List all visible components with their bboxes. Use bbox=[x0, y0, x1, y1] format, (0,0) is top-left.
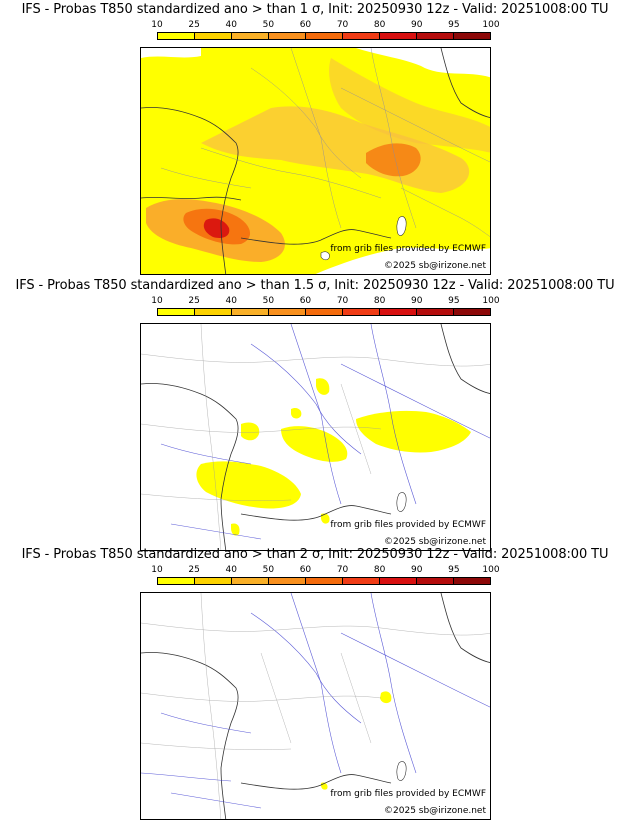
colorbar-bar bbox=[157, 308, 491, 316]
colorbar-segment bbox=[232, 578, 269, 584]
source-credit: from grib files provided by ECMWF bbox=[330, 789, 486, 799]
probability-map: from grib files provided by ECMWF ©2025 … bbox=[140, 323, 491, 551]
colorbar-tick-label: 25 bbox=[188, 296, 200, 306]
colorbar-tick-label: 100 bbox=[482, 565, 500, 575]
colorbar-segment bbox=[417, 578, 454, 584]
colorbar-segment bbox=[269, 309, 306, 315]
probability-map: from grib files provided by ECMWF ©2025 … bbox=[140, 47, 491, 275]
colorbar-ticks: 10 25 40 50 60 70 80 90 95 100 bbox=[151, 296, 499, 307]
colorbar-tick-label: 80 bbox=[373, 20, 386, 30]
colorbar-tick-label: 40 bbox=[225, 296, 237, 306]
colorbar-segment bbox=[158, 578, 195, 584]
source-credit: from grib files provided by ECMWF bbox=[330, 520, 486, 530]
colorbar-segment bbox=[158, 309, 195, 315]
panel-title: IFS - Probas T850 standardized ano > tha… bbox=[15, 278, 615, 293]
colorbar-tick-label: 70 bbox=[336, 20, 349, 30]
colorbar-segment bbox=[269, 578, 306, 584]
colorbar-tick-label: 10 bbox=[151, 296, 163, 306]
colorbar-tick-label: 100 bbox=[482, 296, 500, 306]
colorbar-ticks: 10 25 40 50 60 70 80 90 95 100 bbox=[151, 565, 499, 576]
colorbar-tick-label: 95 bbox=[448, 20, 460, 30]
map-graphic bbox=[141, 324, 490, 550]
colorbar: 10 25 40 50 60 70 80 90 95 100 bbox=[151, 565, 500, 588]
copyright-credit: ©2025 sb@irizone.net bbox=[384, 806, 486, 816]
colorbar-tick-label: 10 bbox=[151, 565, 163, 575]
panel-title: IFS - Probas T850 standardized ano > tha… bbox=[21, 2, 609, 17]
colorbar-tick-label: 70 bbox=[336, 296, 349, 306]
colorbar-segment bbox=[343, 309, 380, 315]
panel-2sigma: IFS - Probas T850 standardized ano > tha… bbox=[0, 545, 630, 821]
colorbar-segment bbox=[380, 578, 417, 584]
panel-1sigma: IFS - Probas T850 standardized ano > tha… bbox=[0, 0, 630, 276]
colorbar-tick-label: 50 bbox=[262, 565, 275, 575]
colorbar-segment bbox=[306, 309, 343, 315]
colorbar-segment bbox=[195, 578, 232, 584]
colorbar-segment bbox=[417, 33, 454, 39]
colorbar-tick-label: 80 bbox=[373, 296, 386, 306]
map-graphic bbox=[141, 48, 490, 274]
colorbar-tick-label: 40 bbox=[225, 20, 237, 30]
panel-1-5sigma: IFS - Probas T850 standardized ano > tha… bbox=[0, 276, 630, 552]
colorbar-tick-label: 60 bbox=[299, 296, 312, 306]
colorbar-tick-label: 80 bbox=[373, 565, 386, 575]
colorbar-segment bbox=[195, 33, 232, 39]
colorbar-tick-label: 70 bbox=[336, 565, 349, 575]
source-credit: from grib files provided by ECMWF bbox=[330, 244, 486, 254]
colorbar-segment bbox=[195, 309, 232, 315]
copyright-credit: ©2025 sb@irizone.net bbox=[384, 537, 486, 547]
colorbar-segment bbox=[306, 578, 343, 584]
colorbar-tick-label: 90 bbox=[411, 565, 423, 575]
colorbar-tick-label: 25 bbox=[188, 565, 200, 575]
colorbar-tick-label: 100 bbox=[482, 20, 500, 30]
colorbar-segment bbox=[380, 33, 417, 39]
map-graphic bbox=[141, 593, 490, 819]
colorbar: 10 25 40 50 60 70 80 90 95 100 bbox=[151, 296, 500, 319]
colorbar-tick-label: 40 bbox=[225, 565, 237, 575]
colorbar-segment bbox=[158, 33, 195, 39]
probability-map: from grib files provided by ECMWF ©2025 … bbox=[140, 592, 491, 820]
colorbar-bar bbox=[157, 32, 491, 40]
colorbar-tick-label: 25 bbox=[188, 20, 200, 30]
colorbar-segment bbox=[454, 578, 490, 584]
colorbar-tick-label: 60 bbox=[299, 565, 312, 575]
colorbar-bar bbox=[157, 577, 491, 585]
colorbar-segment bbox=[306, 33, 343, 39]
colorbar-segment bbox=[343, 33, 380, 39]
colorbar-tick-label: 50 bbox=[262, 296, 275, 306]
colorbar-tick-label: 50 bbox=[262, 20, 275, 30]
colorbar-segment bbox=[343, 578, 380, 584]
colorbar-tick-label: 90 bbox=[411, 296, 423, 306]
colorbar-segment bbox=[232, 33, 269, 39]
colorbar-tick-label: 90 bbox=[411, 20, 423, 30]
colorbar-segment bbox=[417, 309, 454, 315]
colorbar-segment bbox=[380, 309, 417, 315]
colorbar-tick-label: 60 bbox=[299, 20, 312, 30]
colorbar-tick-label: 10 bbox=[151, 20, 163, 30]
colorbar: 10 25 40 50 60 70 80 90 95 100 bbox=[151, 20, 500, 43]
copyright-credit: ©2025 sb@irizone.net bbox=[384, 261, 486, 271]
colorbar-segment bbox=[454, 309, 490, 315]
colorbar-segment bbox=[454, 33, 490, 39]
colorbar-tick-label: 95 bbox=[448, 565, 460, 575]
colorbar-segment bbox=[269, 33, 306, 39]
panel-title: IFS - Probas T850 standardized ano > tha… bbox=[21, 547, 609, 562]
colorbar-segment bbox=[232, 309, 269, 315]
colorbar-ticks: 10 25 40 50 60 70 80 90 95 100 bbox=[151, 20, 499, 31]
colorbar-tick-label: 95 bbox=[448, 296, 460, 306]
